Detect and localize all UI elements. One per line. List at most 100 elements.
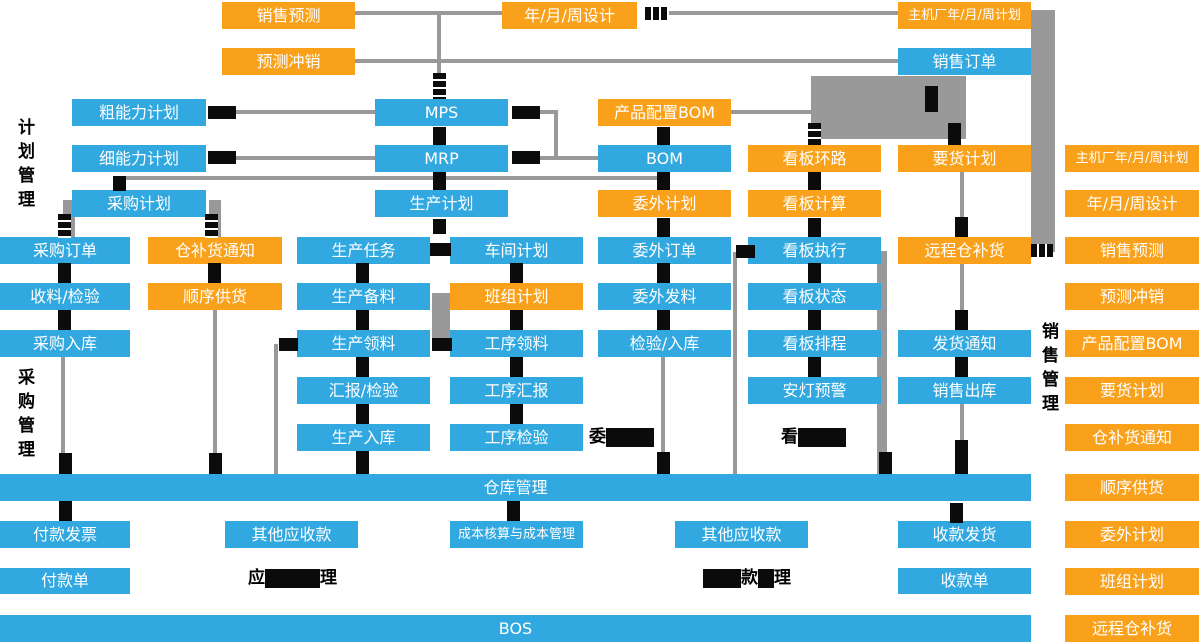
connector-bar <box>955 310 968 330</box>
connector-line <box>236 110 375 114</box>
node-fine-capacity-plan: 细能力计划 <box>72 145 206 172</box>
node-receipt-delivery: 收款发货 <box>898 521 1031 548</box>
kanban-mgmt-label: 看 <box>781 427 846 448</box>
node-r-warehouse-replenish-notice: 仓补货通知 <box>1065 424 1199 451</box>
connector-line <box>960 263 964 330</box>
node-warehouse-replenish-notice: 仓补货通知 <box>148 237 282 264</box>
connector-line <box>730 110 811 114</box>
node-production-task: 生产任务 <box>297 237 430 264</box>
connector-bar <box>808 172 821 190</box>
node-oem-ymw-plan: 主机厂年/月/周计划 <box>898 2 1031 29</box>
connector-bar <box>433 73 446 99</box>
connector-line <box>115 176 668 180</box>
node-report-inspect: 汇报/检验 <box>297 377 430 404</box>
connector-bar <box>736 245 755 258</box>
junction-block-sales-order <box>811 76 966 139</box>
node-process-inspect: 工序检验 <box>450 424 583 451</box>
connector-bar <box>955 357 968 377</box>
connector-bar <box>645 7 669 20</box>
connector-bar <box>356 310 369 330</box>
connector-bar <box>58 263 71 283</box>
node-sequence-supply: 顺序供货 <box>148 283 282 310</box>
node-sales-outbound: 销售出库 <box>898 377 1031 404</box>
node-r-oem-ymw-plan: 主机厂年/月/周计划 <box>1065 145 1199 172</box>
connector-line <box>355 59 898 63</box>
node-r-product-config-bom: 产品配置BOM <box>1065 330 1199 357</box>
outsource-mgmt-label: 委 <box>589 427 654 448</box>
redaction-bar <box>758 569 774 588</box>
connector-line <box>554 110 558 160</box>
node-kanban-loop: 看板环路 <box>748 145 881 172</box>
node-outsource-plan: 委外计划 <box>598 190 731 217</box>
connector-line <box>669 11 898 15</box>
node-payment-slip: 付款单 <box>0 568 130 594</box>
connector-bar <box>808 218 821 237</box>
node-process-issue: 工序领料 <box>450 330 583 357</box>
kanban-right-drop <box>877 251 887 474</box>
connector-line <box>540 110 558 114</box>
connector-line <box>213 310 217 474</box>
connector-bar <box>955 217 968 237</box>
node-cost-accounting: 成本核算与成本管理 <box>450 521 583 548</box>
node-r-sequence-supply: 顺序供货 <box>1065 474 1199 501</box>
connector-bar <box>512 106 540 119</box>
connector-line <box>437 13 441 75</box>
connector-bar <box>510 310 523 330</box>
connector-bar <box>657 127 670 145</box>
connector-line <box>236 156 375 160</box>
connector-line <box>960 404 964 474</box>
connector-line <box>540 156 600 160</box>
connector-bar <box>510 404 523 424</box>
node-r-forecast-writeoff: 预测冲销 <box>1065 283 1199 310</box>
node-rough-capacity-plan: 粗能力计划 <box>72 99 206 126</box>
connector-bar <box>808 310 821 330</box>
connector-line <box>274 344 278 474</box>
section-label-sales-mgmt: 销售管理 <box>1038 322 1058 418</box>
connector-bar <box>433 219 446 234</box>
connector-bar <box>59 453 72 474</box>
redaction-bar <box>265 569 320 588</box>
node-mps: MPS <box>375 99 508 126</box>
node-production-prepare: 生产备料 <box>297 283 430 310</box>
node-mrp: MRP <box>375 145 508 172</box>
node-ymw-design: 年/月/周设计 <box>502 2 637 29</box>
label-text: 款 <box>741 568 758 588</box>
node-production-issue: 生产领料 <box>297 330 430 357</box>
node-r-ymw-design: 年/月/周设计 <box>1065 190 1199 217</box>
node-receipt-slip: 收款单 <box>898 568 1031 594</box>
connector-bar <box>510 357 523 377</box>
node-purchase-inbound: 采购入库 <box>0 330 130 357</box>
node-bos: BOS <box>0 615 1031 642</box>
node-outsource-issue: 委外发料 <box>598 283 731 310</box>
node-kanban-status: 看板状态 <box>748 283 881 310</box>
block-between-c-d <box>432 293 450 348</box>
node-bom: BOM <box>598 145 731 172</box>
label-text: 理 <box>774 568 791 588</box>
node-warehouse-mgmt: 仓库管理 <box>0 474 1031 501</box>
connector-bar <box>356 451 369 474</box>
connector-bar <box>808 357 821 377</box>
connector-bar <box>808 263 821 283</box>
node-andon-warning: 安灯预警 <box>748 377 881 404</box>
node-delivery-notice: 发货通知 <box>898 330 1031 357</box>
connector-bar <box>657 218 670 237</box>
connector-bar <box>356 404 369 424</box>
section-label-planning-mgmt: 计划管理 <box>14 118 34 214</box>
node-demand-plan: 要货计划 <box>898 145 1031 172</box>
label-text: 应 <box>248 568 265 588</box>
connector-bar <box>507 501 520 521</box>
right-trunk-bar <box>1031 10 1055 252</box>
node-other-receivables-2: 其他应收款 <box>675 521 808 548</box>
connector-bar <box>433 172 446 190</box>
connector-bar <box>948 123 961 145</box>
connector-bar <box>950 503 963 523</box>
connector-bar <box>209 453 222 474</box>
node-sales-forecast: 销售预测 <box>222 2 355 29</box>
node-other-receivables-1: 其他应收款 <box>225 521 358 548</box>
connector-bar <box>1031 244 1053 257</box>
connector-bar <box>58 310 71 330</box>
connector-bar <box>808 123 821 145</box>
node-inspect-inbound: 检验/入库 <box>598 330 731 357</box>
connector-line <box>661 357 665 474</box>
